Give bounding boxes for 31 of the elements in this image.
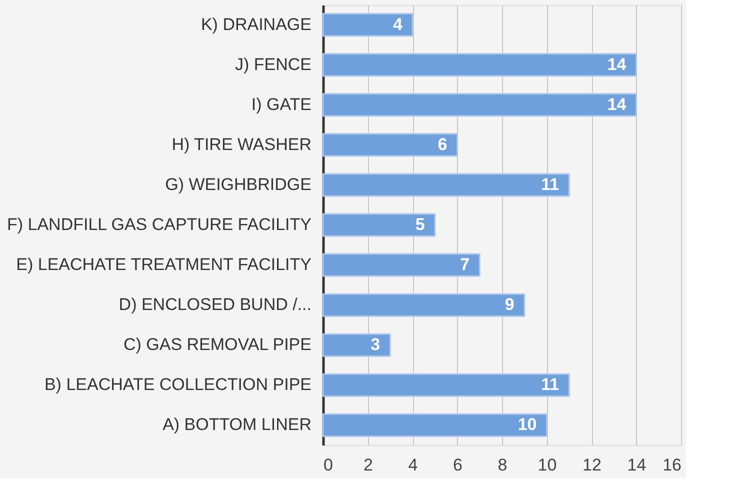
y-tick-label: K) DRAINAGE <box>200 14 312 34</box>
y-tick-label: C) GAS REMOVAL PIPE <box>124 335 312 354</box>
x-tick-label: 2 <box>364 456 373 474</box>
y-tick-label: J) FENCE <box>235 54 312 74</box>
data-label: 14 <box>607 94 627 114</box>
y-tick-label: H) TIRE WASHER <box>172 134 312 154</box>
x-tick-label: 0 <box>324 456 333 474</box>
y-tick-label: A) BOTTOM LINER <box>162 415 312 434</box>
data-label: 5 <box>415 215 425 234</box>
data-label: 11 <box>541 375 560 394</box>
data-label: 9 <box>504 295 514 314</box>
x-tick-label: 14 <box>627 456 646 474</box>
y-tick-label: F) LANDFILL GAS CAPTURE FACILITY <box>7 215 312 234</box>
data-label: 6 <box>438 134 448 154</box>
data-label: 14 <box>607 54 627 74</box>
x-tick-label: 6 <box>453 456 462 474</box>
y-tick-label: B) LEACHATE COLLECTION PIPE <box>44 375 312 394</box>
x-tick-label: 8 <box>498 456 508 474</box>
data-label: 11 <box>541 174 560 194</box>
y-tick-label: I) GATE <box>251 94 312 114</box>
y-tick-label: E) LEACHATE TREATMENT FACILITY <box>16 255 312 274</box>
data-label: 10 <box>518 415 537 434</box>
y-tick-label: D) ENCLOSED BUND /... <box>118 295 312 314</box>
x-tick-label: 4 <box>408 456 418 474</box>
data-label: 4 <box>393 14 404 34</box>
data-label: 7 <box>460 255 470 274</box>
x-tick-label: 16 <box>662 456 682 474</box>
y-tick-label: G) WEIGHBRIDGE <box>165 174 312 194</box>
x-tick-label: 12 <box>582 456 602 474</box>
x-tick-label: 10 <box>538 456 557 474</box>
data-label: 3 <box>370 335 380 354</box>
